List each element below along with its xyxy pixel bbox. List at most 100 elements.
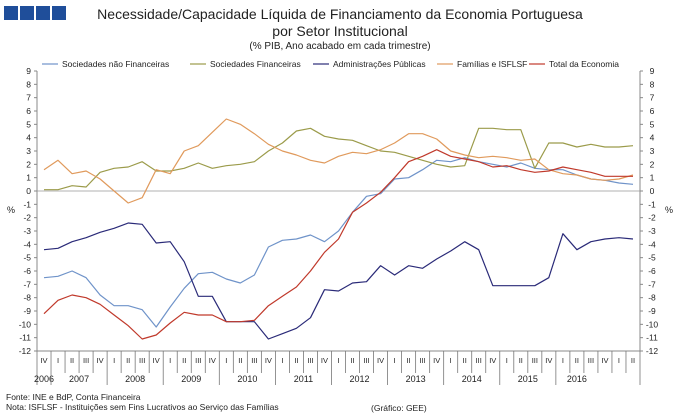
x-quarter-label: I — [450, 356, 452, 365]
y-tick-label-left: 3 — [26, 146, 31, 156]
institution-note: Nota: ISFLSF - Instituições sem Fins Luc… — [6, 402, 279, 412]
y-tick-label-left: 1 — [26, 173, 31, 183]
legend-entry: Administrações Públicas — [333, 59, 426, 69]
series-line — [43, 118, 634, 204]
y-tick-label-left: 4 — [26, 133, 31, 143]
x-quarter-label: I — [337, 356, 339, 365]
logo-square — [4, 6, 18, 20]
y-tick-label-right: 5 — [650, 119, 655, 129]
x-year-label: 2009 — [181, 374, 201, 384]
x-quarter-label: I — [562, 356, 564, 365]
y-tick-label-left: -3 — [23, 226, 31, 236]
x-quarter-label: IV — [433, 356, 440, 365]
x-quarter-label: II — [407, 356, 411, 365]
x-quarter-label: III — [195, 356, 201, 365]
x-year-label: 2010 — [237, 374, 257, 384]
y-tick-label-right: -3 — [648, 226, 656, 236]
x-quarter-label: I — [281, 356, 283, 365]
source-note: Fonte: INE e BdP, Conta Financeira — [6, 392, 141, 402]
chart-title-line1: Necessidade/Capacidade Líquida de Financ… — [97, 6, 583, 22]
y-tick-label-right: 7 — [650, 93, 655, 103]
y-tick-label-right: -5 — [648, 253, 656, 263]
x-year-label: 2012 — [350, 374, 370, 384]
legend-entry: Total da Economia — [549, 59, 619, 69]
y-axis-right: 9 8 7 6 5 4 3 2 1 0 -1 -2 -3 -4 -5 -6 -7 -8 -9 -10 -11 -12% — [640, 66, 673, 356]
x-year-label: 2006 — [34, 374, 54, 384]
y-tick-label-left: -11 — [19, 333, 31, 343]
y-tick-label-right: -10 — [646, 319, 659, 329]
logo-square — [20, 6, 34, 20]
x-quarter-label: II — [350, 356, 354, 365]
y-tick-label-right: 9 — [650, 66, 655, 76]
line-chart: Sociedades não Financeiras Sociedades Fin… — [7, 59, 673, 385]
legend: Sociedades não Financeiras Sociedades Fin… — [42, 59, 619, 69]
y-tick-label-right: 3 — [650, 146, 655, 156]
chart-title: Necessidade/Capacidade Líquida de Financ… — [0, 6, 680, 40]
x-quarter-label: III — [83, 356, 89, 365]
y-tick-label-left: -9 — [23, 306, 31, 316]
y-tick-label-left: -7 — [23, 279, 31, 289]
y-axis-label-left: % — [7, 205, 15, 215]
legend-entry: Sociedades não Financeiras — [62, 59, 169, 69]
x-quarter-label: III — [363, 356, 369, 365]
x-year-label: 2014 — [462, 374, 482, 384]
y-tick-label-right: -9 — [648, 306, 656, 316]
y-tick-label-right: -11 — [646, 333, 658, 343]
x-year-label: 2015 — [518, 374, 538, 384]
x-quarter-label: I — [394, 356, 396, 365]
y-tick-label-left: -6 — [23, 266, 31, 276]
series-lines — [43, 118, 634, 340]
y-tick-label-left: -2 — [23, 213, 31, 223]
chart-title-line2: por Setor Institucional — [272, 23, 408, 39]
logo-square — [36, 6, 50, 20]
x-axis: IV I II III IV I II III IV I II III IV I II III IV I II III… — [34, 351, 641, 385]
y-axis-label-right: % — [665, 205, 673, 215]
y-tick-label-left: 9 — [26, 66, 31, 76]
x-quarter-label: III — [307, 356, 313, 365]
y-tick-label-right: 8 — [650, 79, 655, 89]
chart-subtitle: (% PIB, Ano acabado em cada trimestre) — [249, 41, 431, 52]
x-year-label: 2011 — [294, 374, 313, 384]
y-tick-label-right: -4 — [648, 239, 656, 249]
series-line — [44, 127, 634, 191]
y-tick-label-right: 2 — [650, 159, 655, 169]
x-quarter-label: IV — [97, 356, 104, 365]
y-tick-label-left: -10 — [19, 319, 32, 329]
y-tick-label-left: 6 — [26, 106, 31, 116]
x-quarter-label: II — [631, 356, 635, 365]
x-quarter-label: II — [126, 356, 130, 365]
y-tick-label-left: -5 — [23, 253, 31, 263]
x-quarter-label: II — [575, 356, 579, 365]
x-quarter-label: I — [225, 356, 227, 365]
y-tick-label-left: 5 — [26, 119, 31, 129]
logo-square — [52, 6, 66, 20]
series-line — [43, 222, 634, 340]
x-quarter-label: IV — [209, 356, 216, 365]
x-quarter-label: IV — [601, 356, 608, 365]
footer-notes: Fonte: INE e BdP, Conta Financeira Nota:… — [6, 392, 279, 412]
y-tick-label-left: 2 — [26, 159, 31, 169]
x-quarter-label: IV — [321, 356, 328, 365]
x-quarter-label: III — [532, 356, 538, 365]
x-quarter-label: III — [420, 356, 426, 365]
x-quarter-label: I — [169, 356, 171, 365]
y-tick-label-left: -1 — [23, 199, 31, 209]
x-quarter-label: III — [476, 356, 482, 365]
y-tick-label-right: -2 — [648, 213, 656, 223]
y-tick-label-left: 8 — [26, 79, 31, 89]
x-year-label: 2007 — [69, 374, 89, 384]
y-tick-label-right: 6 — [650, 106, 655, 116]
y-axis-left: 9 8 7 6 5 4 3 2 1 0 -1 -2 -3 -4 -5 -6 -7 -8 -9 -10 -11 -12% — [7, 66, 37, 356]
chart-credit: (Gráfico: GEE) — [371, 403, 427, 413]
y-tick-label-left: 0 — [26, 186, 31, 196]
x-quarter-label: III — [251, 356, 257, 365]
x-quarter-label: IV — [545, 356, 552, 365]
y-tick-label-left: -4 — [23, 239, 31, 249]
y-tick-label-left: -12 — [19, 346, 32, 356]
x-quarter-label: III — [139, 356, 145, 365]
x-year-label: 2008 — [125, 374, 145, 384]
series-line — [43, 157, 634, 328]
y-tick-label-right: 1 — [650, 173, 655, 183]
x-quarter-label: I — [113, 356, 115, 365]
x-year-label: 2016 — [567, 374, 587, 384]
